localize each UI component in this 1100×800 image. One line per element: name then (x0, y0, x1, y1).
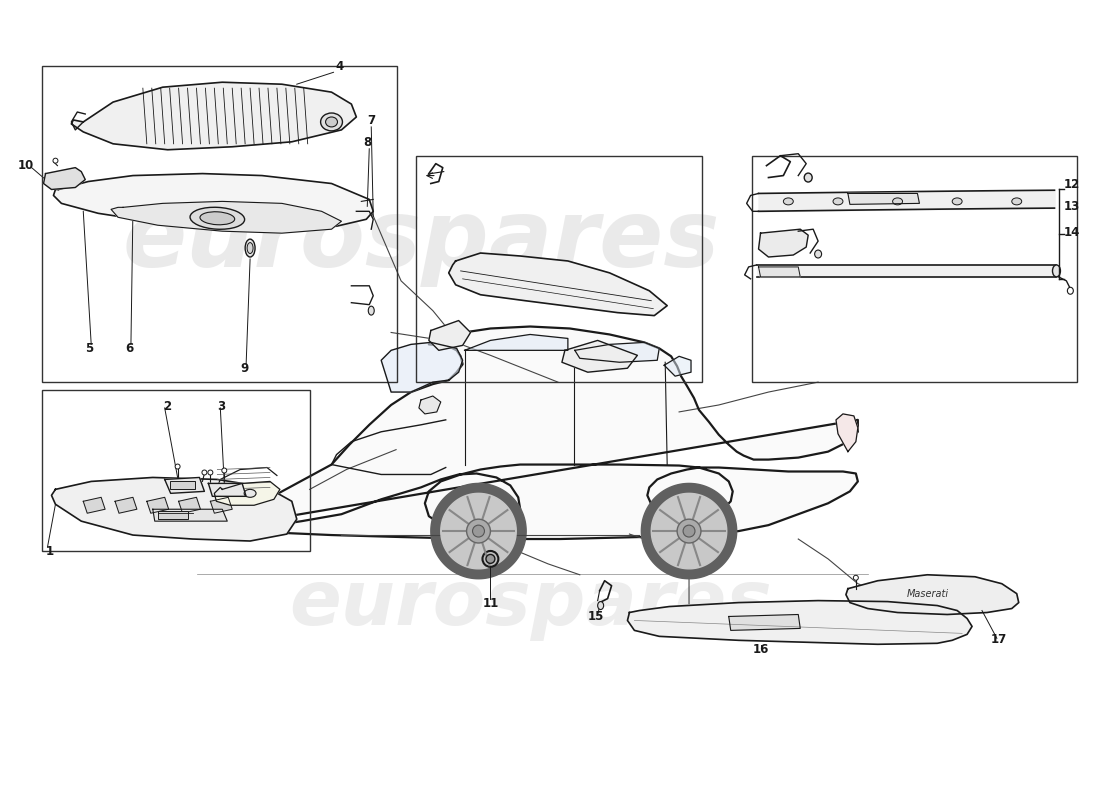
Bar (751, 156, 1077, 382)
Polygon shape (210, 498, 232, 514)
Polygon shape (72, 82, 356, 150)
Text: 9: 9 (240, 362, 249, 375)
Ellipse shape (245, 239, 255, 257)
Text: 11: 11 (482, 597, 498, 610)
Ellipse shape (1012, 198, 1022, 205)
Ellipse shape (326, 117, 338, 127)
Polygon shape (846, 574, 1019, 614)
Ellipse shape (53, 158, 58, 163)
Bar (416, 156, 702, 382)
Ellipse shape (597, 602, 604, 610)
Polygon shape (111, 202, 341, 233)
Polygon shape (146, 498, 168, 514)
Bar (157, 511, 187, 519)
Text: 7: 7 (367, 114, 375, 127)
Polygon shape (382, 342, 463, 392)
Text: 3: 3 (218, 400, 226, 413)
Text: Maserati: Maserati (906, 589, 948, 598)
Ellipse shape (473, 525, 484, 537)
Polygon shape (429, 321, 471, 350)
Ellipse shape (892, 198, 902, 205)
Ellipse shape (175, 464, 180, 469)
Text: 15: 15 (587, 610, 604, 623)
Text: 13: 13 (1064, 200, 1080, 214)
Polygon shape (54, 174, 373, 229)
Text: 14: 14 (1064, 226, 1080, 239)
Text: 2: 2 (163, 400, 170, 413)
Ellipse shape (833, 198, 843, 205)
Polygon shape (449, 253, 668, 315)
Ellipse shape (483, 551, 498, 567)
Polygon shape (575, 342, 659, 362)
Text: 17: 17 (991, 634, 1006, 646)
Ellipse shape (1067, 287, 1074, 294)
Text: 4: 4 (336, 60, 343, 74)
Polygon shape (44, 168, 86, 190)
Text: 1: 1 (45, 545, 54, 558)
Ellipse shape (953, 198, 962, 205)
Polygon shape (562, 341, 637, 372)
Polygon shape (52, 478, 297, 541)
Ellipse shape (368, 306, 374, 315)
Ellipse shape (320, 113, 342, 131)
Polygon shape (84, 498, 106, 514)
Ellipse shape (208, 470, 213, 475)
Polygon shape (441, 494, 516, 569)
Polygon shape (848, 194, 920, 204)
Ellipse shape (854, 575, 858, 580)
Polygon shape (627, 601, 972, 644)
Polygon shape (641, 483, 737, 578)
Polygon shape (165, 478, 205, 494)
Bar (42, 66, 397, 382)
Polygon shape (208, 483, 246, 496)
Ellipse shape (202, 470, 207, 475)
Text: 8: 8 (363, 136, 372, 149)
Ellipse shape (804, 173, 812, 182)
Text: eurospares: eurospares (289, 566, 771, 641)
Polygon shape (212, 326, 858, 539)
Bar (169, 482, 196, 490)
Ellipse shape (200, 212, 234, 225)
Polygon shape (419, 396, 441, 414)
Ellipse shape (486, 554, 495, 563)
Ellipse shape (783, 198, 793, 205)
Polygon shape (664, 356, 691, 376)
Polygon shape (836, 414, 858, 452)
Polygon shape (759, 229, 808, 257)
Polygon shape (214, 482, 279, 506)
Polygon shape (178, 498, 200, 514)
Polygon shape (759, 267, 801, 277)
Ellipse shape (222, 468, 227, 473)
Text: 10: 10 (18, 158, 34, 172)
Ellipse shape (1053, 265, 1060, 277)
Ellipse shape (190, 207, 244, 230)
Ellipse shape (683, 525, 695, 537)
Text: 12: 12 (1064, 178, 1080, 191)
Ellipse shape (678, 519, 701, 543)
Text: 16: 16 (752, 643, 769, 656)
Ellipse shape (244, 490, 256, 498)
Polygon shape (431, 483, 526, 578)
Polygon shape (153, 510, 228, 521)
Ellipse shape (466, 519, 491, 543)
Ellipse shape (248, 242, 253, 254)
Ellipse shape (815, 250, 822, 258)
Polygon shape (728, 614, 801, 630)
Text: 6: 6 (125, 342, 133, 355)
Polygon shape (116, 498, 136, 514)
Polygon shape (651, 494, 727, 569)
Polygon shape (464, 334, 568, 350)
Text: 5: 5 (86, 342, 94, 355)
Text: eurospares: eurospares (122, 195, 719, 287)
Bar (42, 390, 310, 551)
